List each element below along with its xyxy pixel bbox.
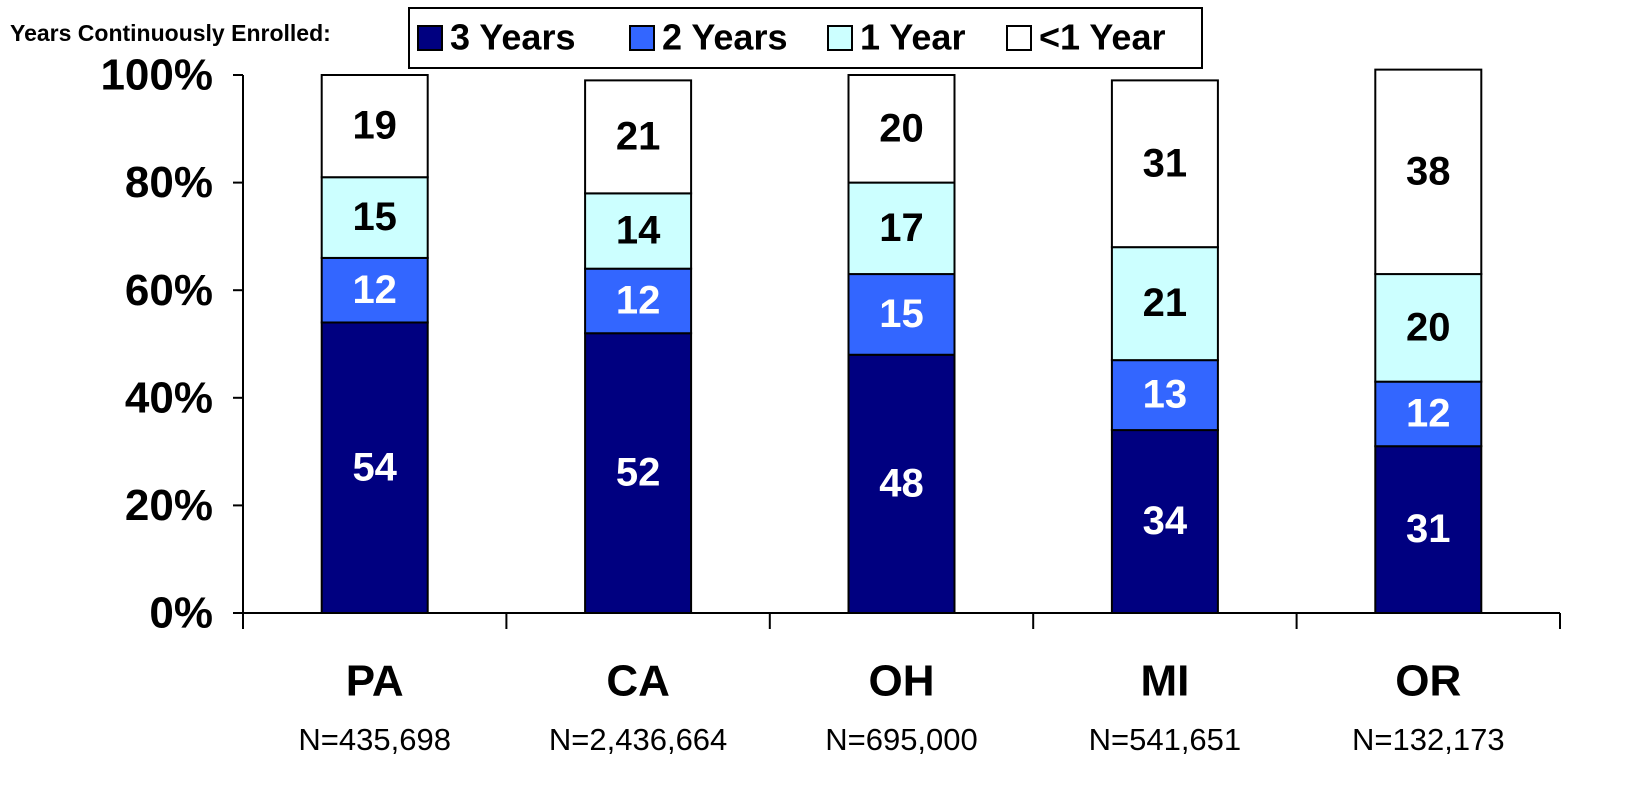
bar-segment bbox=[584, 267, 693, 335]
data-label: 20 bbox=[879, 106, 924, 150]
x-sublabel: N=435,698 bbox=[298, 722, 451, 757]
x-tick-label: CA bbox=[606, 657, 670, 706]
legend-swatch bbox=[417, 25, 443, 51]
data-label: 13 bbox=[1143, 373, 1188, 417]
data-label: 38 bbox=[1406, 149, 1451, 193]
bar-segment bbox=[320, 176, 429, 259]
data-label: 15 bbox=[352, 195, 397, 239]
data-label: 21 bbox=[1143, 281, 1188, 325]
x-tick-label: OR bbox=[1395, 657, 1461, 706]
y-tick-label: 80% bbox=[125, 158, 213, 207]
bar-segment bbox=[584, 332, 693, 614]
legend-box bbox=[408, 7, 1203, 69]
data-label: 54 bbox=[352, 445, 397, 489]
y-tick-label: 0% bbox=[149, 589, 213, 638]
x-tick-label: MI bbox=[1140, 657, 1189, 706]
bar-segment bbox=[1110, 79, 1219, 249]
x-sublabel: N=541,651 bbox=[1089, 722, 1242, 757]
x-sublabel: N=695,000 bbox=[825, 722, 978, 757]
legend-label: 2 Years bbox=[662, 17, 787, 58]
bar-segment bbox=[1110, 359, 1219, 432]
bar-segment bbox=[847, 74, 956, 184]
bar-segment bbox=[1374, 380, 1483, 448]
legend-label: 3 Years bbox=[450, 17, 575, 58]
data-label: 12 bbox=[1406, 392, 1451, 436]
data-label: 19 bbox=[352, 104, 397, 148]
y-tick-label: 40% bbox=[125, 373, 213, 422]
data-label: 34 bbox=[1143, 499, 1188, 543]
bar-segment bbox=[320, 74, 429, 179]
bar-segment bbox=[847, 181, 956, 276]
bar-segment bbox=[847, 273, 956, 356]
y-tick-label: 20% bbox=[125, 481, 213, 530]
x-sublabel: N=2,436,664 bbox=[549, 722, 727, 757]
y-tick-label: 100% bbox=[100, 51, 213, 100]
legend-swatch bbox=[629, 25, 655, 51]
x-tick-label: OH bbox=[869, 657, 935, 706]
bar-segment bbox=[1374, 68, 1483, 276]
bar-segment bbox=[320, 256, 429, 324]
data-label: 21 bbox=[616, 114, 661, 158]
data-label: 48 bbox=[879, 461, 924, 505]
bar-segment bbox=[1110, 429, 1219, 614]
data-label: 52 bbox=[616, 451, 661, 495]
data-label: 12 bbox=[352, 268, 397, 312]
bar-segment bbox=[1374, 445, 1483, 614]
bar-segment bbox=[1110, 246, 1219, 362]
data-label: 12 bbox=[616, 279, 661, 323]
x-tick-label: PA bbox=[346, 657, 404, 706]
legend-label: 1 Year bbox=[860, 17, 965, 58]
bar-segment bbox=[320, 321, 429, 614]
bar-segment bbox=[847, 353, 956, 614]
y-tick-label: 60% bbox=[125, 266, 213, 315]
data-label: 17 bbox=[879, 206, 924, 250]
legend-swatch bbox=[827, 25, 853, 51]
legend-swatch bbox=[1006, 25, 1032, 51]
data-label: 31 bbox=[1406, 507, 1451, 551]
data-label: 15 bbox=[879, 292, 924, 336]
data-label: 20 bbox=[1406, 305, 1451, 349]
bar-segment bbox=[1374, 273, 1483, 383]
data-label: 31 bbox=[1143, 141, 1188, 185]
data-label: 14 bbox=[616, 209, 661, 253]
bar-segment bbox=[584, 79, 693, 195]
bar-segment bbox=[584, 192, 693, 270]
legend-label: <1 Year bbox=[1039, 17, 1165, 58]
legend-title: Years Continuously Enrolled: bbox=[10, 20, 331, 46]
x-sublabel: N=132,173 bbox=[1352, 722, 1505, 757]
